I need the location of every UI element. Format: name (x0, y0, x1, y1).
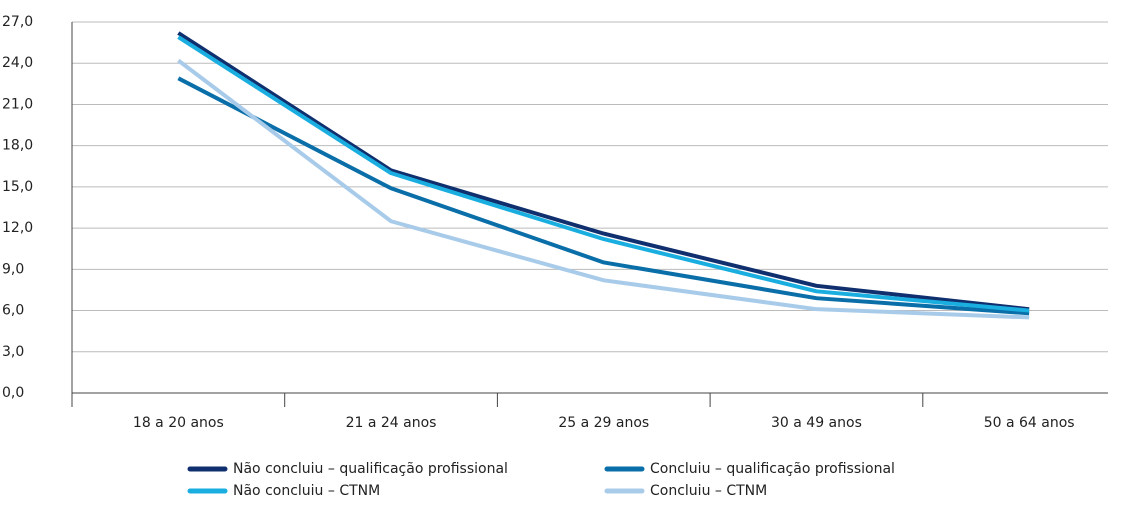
series-line (177, 31, 1030, 312)
legend-label: Não concluiu – qualificação profissional (233, 461, 508, 477)
x-tick-label: 30 a 49 anos (771, 415, 862, 431)
y-tick-label: 6,0 (2, 303, 24, 319)
y-tick-label: 24,0 (2, 55, 33, 71)
series-line (177, 35, 1030, 313)
y-tick-label: 27,0 (2, 14, 33, 30)
y-tick-label: 9,0 (2, 261, 24, 277)
y-tick-label: 0,0 (2, 385, 24, 401)
legend-label: Não concluiu – CTNM (233, 483, 380, 499)
x-tick-label: 50 a 64 anos (984, 415, 1075, 431)
x-tick-label: 18 a 20 anos (133, 415, 224, 431)
y-tick-label: 15,0 (2, 179, 33, 195)
y-tick-label: 12,0 (2, 220, 33, 236)
x-tick-label: 21 a 24 anos (346, 415, 437, 431)
y-tick-label: 21,0 (2, 96, 33, 112)
y-tick-label: 3,0 (2, 344, 24, 360)
series-line (177, 76, 1030, 316)
series-line (177, 58, 1030, 320)
x-tick-label: 25 a 29 anos (558, 415, 649, 431)
legend-label: Concluiu – CTNM (650, 483, 767, 499)
legend-label: Concluiu – qualificação profissional (650, 461, 895, 477)
y-tick-label: 18,0 (2, 138, 33, 154)
